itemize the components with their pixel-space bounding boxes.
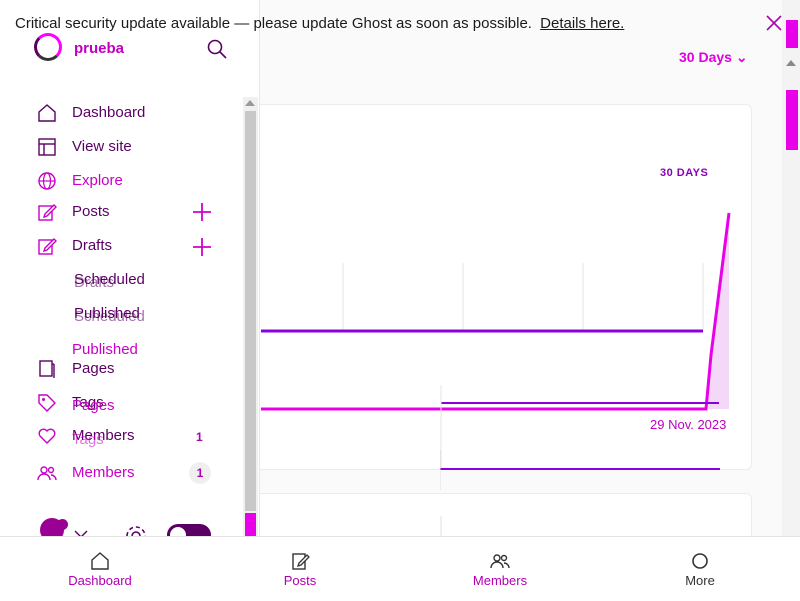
nav-members-top[interactable]: Members [0,421,240,451]
site-name[interactable]: prueba [74,40,125,57]
nav-pages-ghost: Pages [72,397,115,414]
nav-drafts-label: Drafts [72,237,113,254]
nav-tags-label: Tags [72,394,104,411]
card-range-label: 30 DAYS [660,167,709,179]
nav-explore[interactable]: Explore [0,166,240,196]
scrollbar-thumb[interactable] [786,90,798,150]
new-post-plus-icon[interactable] [191,201,213,223]
home-icon [38,104,56,122]
new-post-plus-icon[interactable] [191,236,213,258]
edit-icon [38,238,57,255]
scrollbar-marker [786,20,798,48]
nav-tags[interactable]: Tags [0,388,240,418]
stats-card: 30 DAYS 29 Nov. 2023 [240,104,752,470]
tab-members[interactable]: Members [440,537,560,601]
nav-scheduled[interactable]: Scheduled [74,271,145,288]
tab-members-label: Members [472,573,528,588]
scroll-up-arrow-icon[interactable] [786,60,796,66]
nav-posts-label: Posts [72,203,110,220]
nav-drafts-ghost: Drafts [74,274,115,291]
nav-members-label: Members [72,427,135,444]
close-icon[interactable] [765,14,783,32]
page-scrollbar[interactable] [782,0,800,540]
nav-explore-label: Explore [72,172,123,189]
chart-line-series-b [261,212,731,411]
tab-posts-label: Posts [283,573,317,588]
nav-tags-ghost: Tags [72,431,104,448]
nav-members[interactable]: Members [0,458,240,488]
tag-icon [38,394,56,412]
more-circle-icon [692,553,708,569]
tab-dashboard[interactable]: Dashboard [40,537,160,601]
banner-details-link[interactable]: Details here. [540,15,625,32]
members-icon [37,466,57,481]
nav-view-site-label: View site [72,138,132,155]
nav-published-ghost[interactable]: Published [72,341,138,358]
pages-icon [39,360,55,378]
banner-text: Critical security update available — ple… [15,15,624,32]
nav-members-label: Members [72,464,135,481]
edit-icon [38,204,57,221]
avatar-status-dot [57,519,68,530]
heart-icon [38,428,56,444]
members-chart [261,212,731,469]
home-icon [91,552,109,570]
nav-pages[interactable]: Pages [0,354,240,384]
tab-dashboard-label: Dashboard [68,573,132,588]
nav-drafts[interactable]: Drafts [0,231,240,261]
tab-more-label: More [685,573,715,588]
date-range-select[interactable]: 30 Days ⌄ [679,49,748,65]
sidebar: prueba Dashboard View site Explore [0,0,260,540]
security-update-banner: Critical security update available — ple… [0,0,800,48]
tab-more[interactable]: More [640,537,760,601]
sidebar-scrollbar[interactable] [243,97,258,539]
main-content: 30 Days ⌄ 30 DAYS 29 Nov. 2023 [240,0,782,575]
nav-published[interactable]: Published [74,305,140,322]
nav-dashboard-label: Dashboard [72,104,146,121]
date-range-label: 30 Days [679,49,732,65]
banner-message: Critical security update available — ple… [15,15,532,32]
edit-icon [292,553,310,570]
bottom-tab-bar: Dashboard Posts Members More [0,536,800,601]
sidebar-scrollbar-marker [245,513,256,539]
tab-posts[interactable]: Posts [240,537,360,601]
nav-pages-label: Pages [72,360,115,377]
scroll-up-arrow-icon[interactable] [245,100,255,106]
sidebar-scrollbar-thumb[interactable] [245,111,256,511]
site-logo[interactable] [34,33,62,61]
members-count-label: 1 [196,430,203,444]
nav-posts[interactable]: Posts [0,197,240,227]
browser-icon [38,138,56,156]
nav-view-site[interactable]: View site [0,132,240,162]
globe-icon [38,172,56,190]
chart-date-label: 29 Nov. 2023 [650,417,727,432]
members-icon [490,554,510,569]
members-count-badge: 1 [189,462,211,484]
search-icon[interactable] [206,38,228,60]
nav-scheduled-ghost: Scheduled [74,308,145,325]
chart-overflow [440,450,720,490]
nav-dashboard[interactable]: Dashboard [0,98,240,128]
